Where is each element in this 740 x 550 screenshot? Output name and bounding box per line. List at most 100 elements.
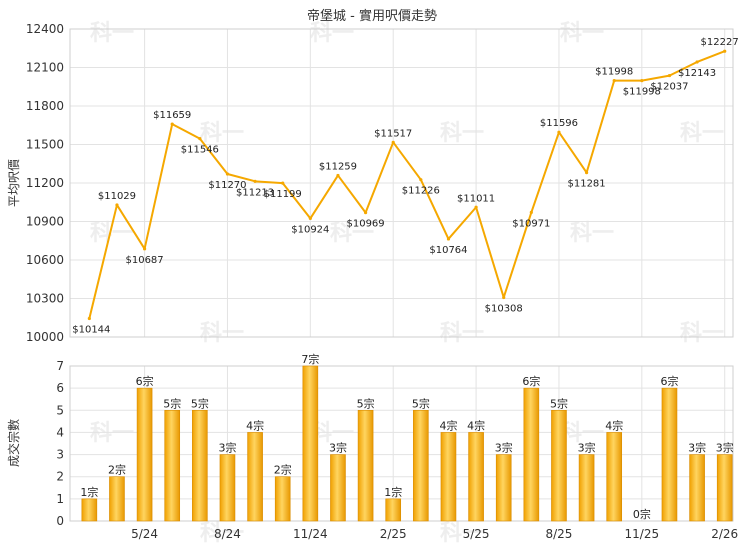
price-point	[115, 203, 119, 207]
price-series-line	[88, 50, 726, 319]
watermark-text: 科一	[310, 21, 354, 46]
bar-data-label: 5宗	[412, 396, 430, 410]
watermark-text: 科一	[680, 321, 724, 346]
transaction-bar	[219, 454, 236, 522]
price-data-label: $12037	[650, 82, 688, 93]
bar-data-label: 1宗	[384, 485, 402, 499]
price-data-label: $11199	[264, 189, 302, 200]
price-data-label: $12227	[701, 37, 739, 48]
price-point	[723, 49, 727, 53]
transaction-bar	[330, 454, 346, 522]
bar-y-tick-label: 3	[56, 448, 64, 462]
transaction-bar	[192, 409, 208, 522]
bar-y-tick-label: 1	[56, 492, 64, 506]
line-y-tick-label: 12100	[26, 61, 64, 75]
transaction-bar	[606, 432, 623, 522]
price-data-label: $11281	[567, 179, 605, 190]
watermark-text: 科一	[90, 421, 134, 446]
transaction-bar	[661, 387, 678, 522]
bar-y-axis-label: 成交宗數	[6, 419, 21, 467]
bar-y-tick-label: 4	[56, 425, 64, 439]
bar-data-label: 0宗	[633, 507, 651, 521]
transaction-bar	[523, 387, 540, 522]
price-point	[308, 216, 312, 221]
watermark-text: 科一	[680, 121, 724, 146]
price-data-label: $11998	[595, 67, 633, 78]
line-y-tick-label: 10600	[26, 253, 64, 267]
bar-data-label: 4宗	[605, 418, 623, 432]
price-point	[336, 173, 340, 178]
bar-data-label: 2宗	[108, 463, 126, 477]
price-point	[584, 171, 589, 175]
price-point	[142, 247, 147, 251]
watermark-text: 科一	[570, 221, 614, 246]
bar-plot-frame	[69, 365, 734, 522]
transaction-bar	[164, 409, 181, 522]
price-point	[225, 172, 230, 176]
price-point	[198, 136, 202, 141]
price-point	[557, 130, 561, 134]
transaction-bar	[302, 365, 319, 522]
bar-data-label: 6宗	[522, 374, 540, 388]
price-data-label: $10687	[125, 255, 163, 266]
bar-data-label: 2宗	[274, 463, 292, 477]
bar-data-label: 6宗	[660, 374, 678, 388]
price-point	[391, 140, 395, 144]
line-y-tick-label: 12400	[26, 22, 64, 36]
bar-data-label: 5宗	[550, 396, 568, 410]
bar-data-label: 4宗	[467, 418, 485, 432]
transaction-bar	[551, 409, 567, 522]
price-data-label: $11659	[153, 110, 191, 121]
transaction-bar	[109, 476, 125, 522]
bar-data-label: 1宗	[80, 485, 98, 499]
transaction-bar	[440, 432, 457, 522]
watermark-text: 科一	[200, 521, 244, 546]
transaction-bar	[274, 476, 291, 522]
price-data-label: $12143	[678, 68, 716, 79]
x-tick-label: 2/25	[380, 527, 407, 541]
transaction-bar	[468, 432, 484, 522]
price-point	[419, 178, 423, 182]
bar-data-label: 3宗	[218, 441, 236, 455]
bar-data-label: 3宗	[688, 441, 706, 455]
watermark-text: 科一	[90, 21, 134, 46]
price-data-label: $11270	[208, 180, 246, 191]
transaction-bar	[578, 454, 595, 522]
price-point	[446, 237, 451, 241]
bar-data-label: 3宗	[329, 441, 347, 455]
x-tick-label: 5/25	[463, 527, 490, 541]
bar-y-tick-label: 5	[56, 403, 64, 417]
bar-data-label: 4宗	[439, 418, 457, 432]
x-tick-label: 2/26	[711, 527, 738, 541]
watermark-text: 科一	[440, 121, 484, 146]
transaction-bar	[689, 454, 705, 522]
x-tick-label: 8/24	[214, 527, 241, 541]
price-data-label: $10969	[346, 219, 384, 230]
transaction-bar	[385, 498, 402, 522]
price-data-label: $10144	[72, 325, 110, 336]
bar-data-label: 5宗	[357, 396, 375, 410]
watermark-text: 科一	[330, 221, 374, 246]
price-data-label: $10764	[429, 245, 467, 256]
price-point	[640, 78, 644, 83]
bar-data-label: 7宗	[301, 352, 319, 366]
bar-data-label: 5宗	[163, 396, 181, 410]
x-tick-label: 11/25	[625, 527, 660, 541]
price-data-label: $10971	[512, 218, 550, 229]
x-tick-label: 8/25	[545, 527, 572, 541]
chart-title: 帝堡城 - 實用呎價走勢	[307, 8, 437, 24]
price-point	[695, 60, 699, 64]
price-data-label: $11029	[98, 191, 136, 202]
transaction-bar	[495, 454, 512, 522]
price-point	[281, 181, 285, 185]
price-data-label: $11011	[457, 193, 495, 204]
price-data-label: $11517	[374, 128, 412, 139]
watermark-text: 科一	[440, 521, 484, 546]
x-tick-label: 11/24	[293, 527, 328, 541]
price-data-label: $11226	[402, 186, 440, 197]
watermark-text: 科一	[200, 121, 244, 146]
transaction-bar	[357, 409, 374, 522]
price-data-label: $11213	[236, 187, 274, 198]
